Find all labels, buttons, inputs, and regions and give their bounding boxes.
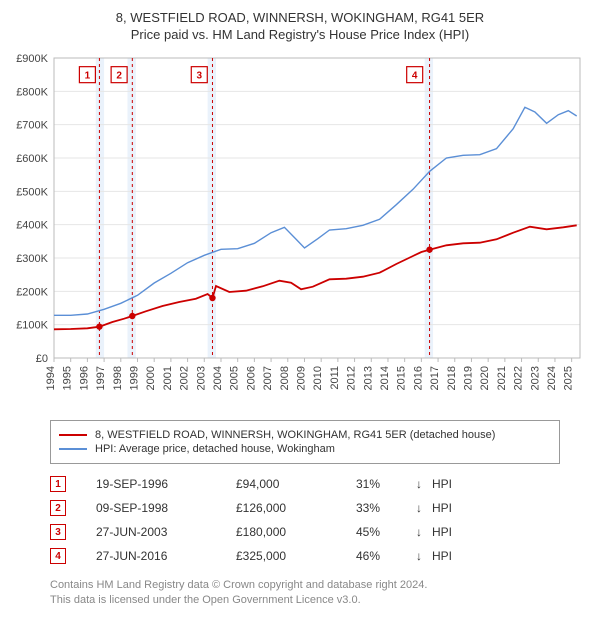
footer-line-2: This data is licensed under the Open Gov… [50,593,560,608]
x-tick-label: 2002 [179,366,191,390]
chart-marker-num: 4 [412,71,418,82]
transaction-row: 2 09-SEP-1998£126,00033%↓HPI [50,496,560,520]
x-tick-label: 2016 [412,366,424,390]
tx-date: 27-JUN-2003 [96,525,236,539]
tx-hpi-label: HPI [432,525,452,539]
tx-pct: 31% [356,477,416,491]
x-tick-label: 1994 [45,366,57,390]
transaction-row: 4 27-JUN-2016£325,00046%↓HPI [50,544,560,568]
x-tick-label: 2021 [496,366,508,390]
x-tick-label: 2025 [563,366,575,390]
x-tick-label: 2019 [462,366,474,390]
title-line-2: Price paid vs. HM Land Registry's House … [10,27,590,42]
sale-point [426,246,432,252]
x-tick-label: 2022 [513,366,525,390]
y-tick-label: £0 [36,353,48,365]
y-tick-label: £800K [16,86,48,98]
x-tick-label: 2018 [446,366,458,390]
x-tick-label: 2013 [362,366,374,390]
y-tick-label: £500K [16,186,48,198]
y-tick-label: £900K [16,53,48,65]
x-tick-label: 1998 [112,366,124,390]
x-tick-label: 1999 [128,366,140,390]
legend-label: 8, WESTFIELD ROAD, WINNERSH, WOKINGHAM, … [95,429,495,441]
tx-hpi-label: HPI [432,501,452,515]
y-tick-label: £400K [16,220,48,232]
x-tick-label: 2005 [229,366,241,390]
tx-hpi-label: HPI [432,549,452,563]
x-tick-label: 2017 [429,366,441,390]
sale-point [96,323,102,329]
chart-title: 8, WESTFIELD ROAD, WINNERSH, WOKINGHAM, … [10,10,590,42]
down-arrow-icon: ↓ [416,501,432,515]
footer-line-1: Contains HM Land Registry data © Crown c… [50,578,560,593]
tx-price: £94,000 [236,477,356,491]
y-tick-label: £200K [16,286,48,298]
x-tick-label: 2015 [396,366,408,390]
down-arrow-icon: ↓ [416,477,432,491]
tx-date: 09-SEP-1998 [96,501,236,515]
chart-marker-num: 3 [196,71,202,82]
price-chart: £0 £100K £200K £300K £400K £500K £600K £700K £80… [10,50,590,410]
y-tick-label: £700K [16,120,48,132]
chart-marker-num: 1 [85,71,91,82]
x-tick-label: 2023 [529,366,541,390]
down-arrow-icon: ↓ [416,525,432,539]
tx-pct: 46% [356,549,416,563]
tx-marker: 1 [50,476,66,492]
tx-hpi-label: HPI [432,477,452,491]
legend-swatch [59,434,87,436]
tx-date: 27-JUN-2016 [96,549,236,563]
x-tick-label: 2009 [295,366,307,390]
transaction-row: 3 27-JUN-2003£180,00045%↓HPI [50,520,560,544]
x-tick-label: 2020 [479,366,491,390]
x-tick-label: 1996 [78,366,90,390]
x-tick-label: 2011 [329,366,341,390]
legend-label: HPI: Average price, detached house, Woki… [95,443,335,455]
x-tick-label: 2000 [145,366,157,390]
y-tick-label: £300K [16,253,48,265]
tx-marker: 4 [50,548,66,564]
x-tick-label: 2014 [379,366,391,390]
tx-marker: 3 [50,524,66,540]
tx-pct: 45% [356,525,416,539]
y-tick-label: £600K [16,153,48,165]
legend-row: 8, WESTFIELD ROAD, WINNERSH, WOKINGHAM, … [59,429,551,441]
x-tick-label: 2012 [346,366,358,390]
x-tick-label: 2004 [212,366,224,390]
x-tick-label: 2001 [162,366,174,390]
chart-svg: £0 £100K £200K £300K £400K £500K £600K £700K £80… [10,50,590,410]
legend-row: HPI: Average price, detached house, Woki… [59,443,551,455]
x-tick-label: 2006 [245,366,257,390]
x-tick-label: 2010 [312,366,324,390]
x-tick-label: 1997 [95,366,107,390]
tx-date: 19-SEP-1996 [96,477,236,491]
y-tick-label: £100K [16,320,48,332]
tx-price: £126,000 [236,501,356,515]
tx-pct: 33% [356,501,416,515]
down-arrow-icon: ↓ [416,549,432,563]
transaction-table: 119-SEP-1996£94,00031%↓HPI209-SEP-1998£1… [50,472,560,568]
transaction-row: 1 19-SEP-1996£94,00031%↓HPI [50,472,560,496]
chart-marker-num: 2 [116,71,122,82]
x-tick-label: 2008 [279,366,291,390]
sale-point [209,295,215,301]
legend-swatch [59,448,87,450]
tx-price: £180,000 [236,525,356,539]
tx-marker: 2 [50,500,66,516]
x-tick-label: 1995 [62,366,74,390]
x-tick-label: 2024 [546,366,558,390]
footer-attribution: Contains HM Land Registry data © Crown c… [50,578,560,609]
x-tick-label: 2003 [195,366,207,390]
title-line-1: 8, WESTFIELD ROAD, WINNERSH, WOKINGHAM, … [10,10,590,25]
tx-price: £325,000 [236,549,356,563]
x-tick-label: 2007 [262,366,274,390]
legend: 8, WESTFIELD ROAD, WINNERSH, WOKINGHAM, … [50,420,560,464]
sale-point [129,313,135,319]
